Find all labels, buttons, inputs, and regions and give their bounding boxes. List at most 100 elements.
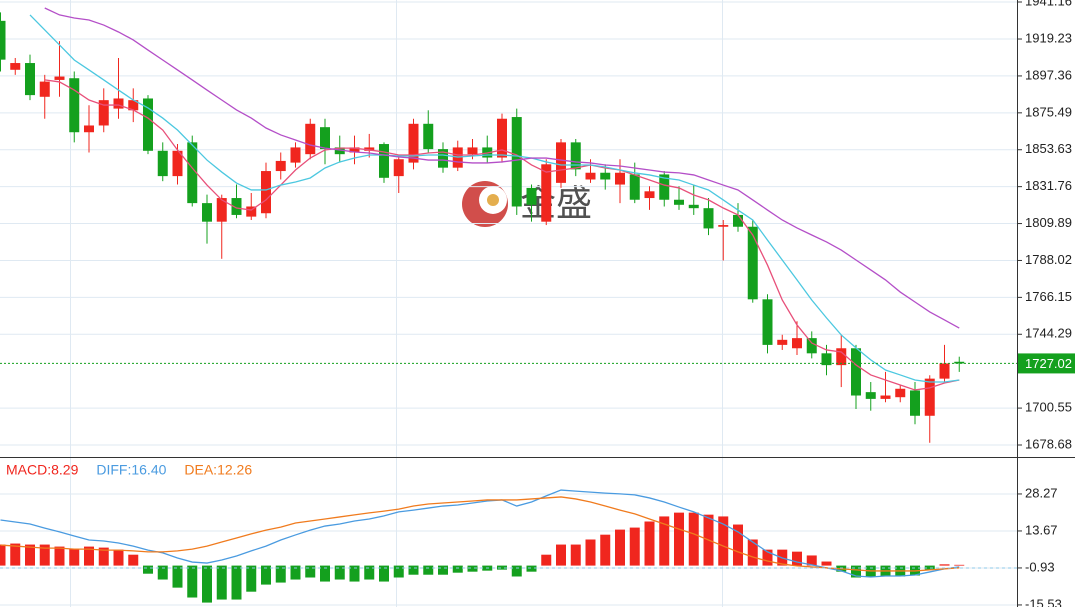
macd-bar — [202, 565, 212, 603]
macd-bar — [305, 565, 316, 578]
macd-bar — [556, 544, 566, 566]
line-series — [44, 7, 960, 329]
macd-bar — [113, 549, 124, 566]
macd-bar — [659, 516, 670, 566]
macd-bar — [216, 565, 227, 600]
candle-body — [157, 150, 168, 177]
candle-body — [25, 63, 35, 96]
candle-body — [777, 339, 788, 345]
macd-bar — [924, 565, 935, 570]
macd-bar — [261, 565, 271, 585]
macd-bar — [438, 565, 448, 575]
candle-body — [688, 204, 699, 209]
candle-body — [10, 63, 21, 70]
candle-body — [615, 172, 625, 185]
last-price-label: 1727.02 — [1025, 356, 1072, 371]
candle-body — [172, 150, 183, 177]
y-tick-label: 1941.16 — [1025, 0, 1072, 8]
candle-body — [924, 378, 935, 416]
macd-bar — [0, 544, 6, 566]
y-tick-label: 1788.02 — [1025, 252, 1072, 267]
candle-body — [821, 353, 832, 366]
candle-body — [39, 81, 50, 97]
candle-body — [733, 214, 743, 227]
candle-body — [246, 206, 257, 217]
candle-body — [113, 98, 124, 109]
last-price-box — [1018, 353, 1075, 374]
macd-bar — [467, 565, 478, 572]
candle-body — [718, 225, 729, 227]
candle-body — [600, 172, 611, 180]
macd-bar — [821, 561, 832, 566]
candle-body — [231, 198, 242, 215]
candle-body — [0, 20, 6, 60]
candle-body — [290, 147, 301, 163]
candle-body — [349, 147, 360, 153]
macd-bar — [84, 546, 94, 566]
candle-body — [792, 338, 802, 349]
candle-body — [438, 149, 448, 168]
macd-bar — [157, 565, 168, 580]
candle-body — [659, 174, 670, 200]
y-tick-label: 1744.29 — [1025, 326, 1072, 341]
candle-body — [423, 123, 434, 150]
y-tick-label: 1853.63 — [1025, 141, 1072, 156]
macd-bar — [452, 565, 463, 573]
macd-bar — [747, 539, 758, 566]
candle-body — [69, 78, 80, 133]
candle-body — [895, 388, 906, 398]
candle-body — [364, 147, 375, 151]
candle-body — [143, 98, 153, 151]
macd-bar — [541, 554, 552, 566]
indicator-label: DIFF:16.40 — [96, 462, 166, 478]
candle-body — [747, 226, 758, 300]
candle-body — [261, 171, 271, 214]
macd-bar — [231, 565, 242, 600]
candle-body — [467, 147, 478, 155]
y-tick-label: -0.93 — [1025, 559, 1055, 574]
macd-bar — [423, 565, 434, 575]
line-series — [44, 79, 960, 391]
macd-bar — [585, 539, 596, 566]
candle-body — [541, 164, 552, 222]
candle-body — [511, 117, 522, 207]
macd-bar — [290, 565, 301, 580]
macd-bar — [334, 565, 345, 580]
candle-body — [674, 199, 684, 205]
macd-bar — [570, 544, 581, 566]
y-tick-label: 1700.55 — [1025, 400, 1072, 415]
y-tick-label: 1875.49 — [1025, 104, 1072, 119]
macd-bar — [954, 564, 965, 566]
candle-body — [556, 142, 566, 183]
macd-bar — [615, 529, 625, 566]
candle-body — [865, 392, 876, 399]
macd-bar — [349, 565, 360, 582]
macd-bar — [275, 565, 286, 583]
y-tick-label: -15.53 — [1025, 596, 1062, 607]
macd-bar — [674, 512, 684, 566]
macd-bar — [408, 565, 419, 575]
candle-body — [216, 198, 227, 222]
macd-bar — [526, 565, 537, 572]
macd-bar — [806, 555, 817, 566]
y-tick-label: 1897.36 — [1025, 67, 1072, 82]
y-tick-label: 1831.76 — [1025, 178, 1072, 193]
macd-bar — [718, 516, 729, 566]
candle-body — [836, 348, 847, 366]
y-tick-label: 1678.68 — [1025, 436, 1072, 451]
macd-bar — [128, 554, 139, 566]
macd-bar — [187, 565, 198, 598]
macd-bar — [511, 565, 522, 577]
macd-bar — [379, 565, 389, 582]
candle-body — [851, 348, 861, 396]
macd-bar — [733, 524, 743, 566]
candle-body — [703, 208, 714, 229]
candle-body — [98, 100, 109, 126]
macd-bar — [39, 544, 50, 566]
y-tick-label: 1766.15 — [1025, 289, 1072, 304]
candle-body — [880, 395, 891, 399]
macd-bar — [10, 543, 21, 566]
macd-bar — [792, 551, 802, 566]
candle-body — [305, 123, 316, 155]
